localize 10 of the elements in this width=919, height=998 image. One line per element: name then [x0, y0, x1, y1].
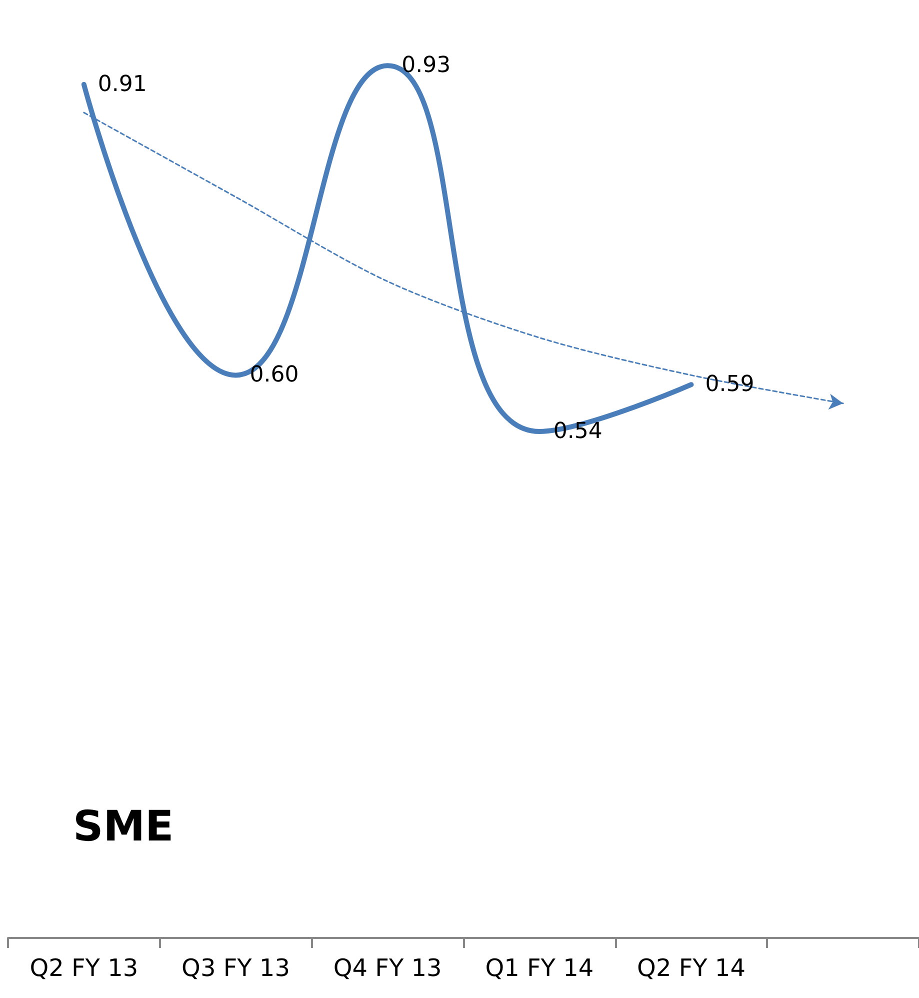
- data-label: 0.60: [250, 362, 299, 388]
- x-tick-label: Q4 FY 13: [333, 954, 442, 982]
- x-tick-label: Q2 FY 14: [637, 954, 746, 982]
- data-label: 0.54: [553, 418, 602, 444]
- x-tick-label: Q2 FY 13: [30, 954, 138, 982]
- data-label: 0.91: [98, 72, 147, 97]
- x-tick-label: Q3 FY 13: [182, 954, 290, 982]
- x-tick-label: Q1 FY 14: [485, 954, 594, 982]
- text: SME: [73, 802, 174, 850]
- data-label: 0.93: [402, 53, 451, 78]
